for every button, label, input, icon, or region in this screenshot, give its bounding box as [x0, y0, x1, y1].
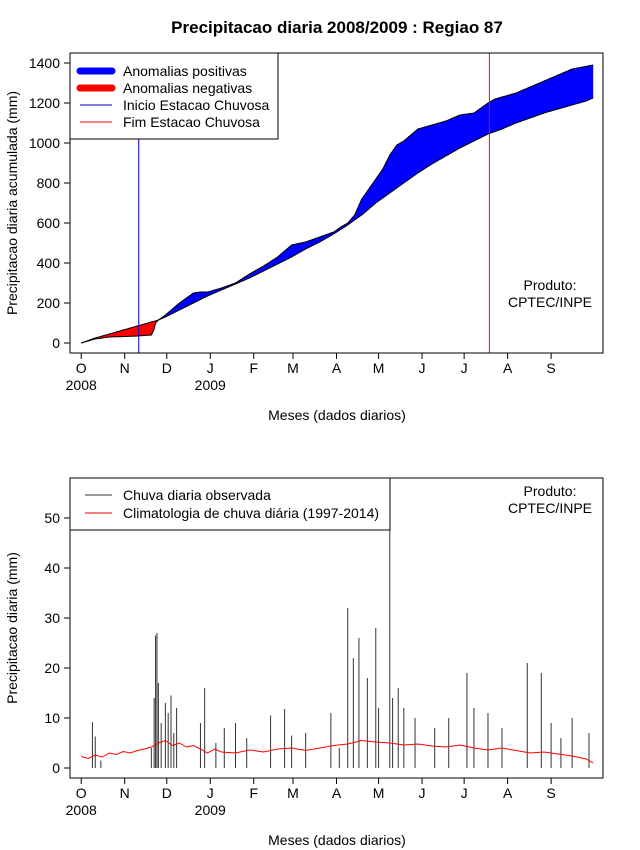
bot-xtick-label: J	[207, 785, 214, 801]
top-legend: Anomalias positivas Anomalias negativas …	[69, 52, 279, 140]
top-year-label: 2008	[66, 377, 97, 393]
top-ytick-label: 1200	[29, 95, 60, 111]
bot-ytick-label: 10	[44, 710, 60, 726]
top-product-line2: CPTEC/INPE	[508, 294, 592, 310]
legend-label-negative: Anomalias negativas	[123, 80, 252, 96]
climatology-cumulative-line	[81, 97, 594, 344]
bot-product-line1: Produto:	[524, 483, 577, 499]
bot-xtick-label: A	[503, 785, 513, 801]
top-year-label: 2009	[195, 377, 226, 393]
top-xtick-label: D	[162, 360, 172, 376]
top-ytick-label: 600	[37, 215, 61, 231]
bot-xtick-label: M	[373, 785, 385, 801]
top-xlabel: Meses (dados diarios)	[268, 407, 406, 423]
positive-anomaly-area	[158, 65, 594, 320]
top-xtick-label: F	[249, 360, 258, 376]
top-xtick-label: A	[332, 360, 342, 376]
climatology-daily-line	[81, 739, 594, 764]
top-ytick-label: 800	[37, 175, 61, 191]
top-xtick-label: M	[373, 360, 385, 376]
bot-xtick-label: N	[120, 785, 130, 801]
climatology-line	[81, 739, 594, 764]
bot-xtick-label: J	[461, 785, 468, 801]
bot-legend-box	[69, 477, 391, 531]
top-ylabel: Precipitacao diaria acumulada (mm)	[4, 91, 20, 315]
bot-legend: Chuva diaria observada Climatologia de c…	[69, 477, 391, 531]
legend-label-end: Fim Estacao Chuvosa	[123, 114, 260, 130]
top-xtick-label: S	[546, 360, 555, 376]
observed-cumulative-line	[81, 64, 594, 344]
top-ytick-label: 1400	[29, 55, 60, 71]
top-xtick-label: J	[419, 360, 426, 376]
top-axes: 0 200 400 600 800 1000 1200 1400 O N D J F M A M J J A S 200…	[29, 55, 556, 393]
top-product-line1: Produto:	[524, 277, 577, 293]
bot-ytick-label: 50	[44, 510, 60, 526]
daily-chart: 0 10 20 30 40 50 O N D J F M A M J J A S 2008 2009 Precipit…	[4, 477, 604, 848]
cumulative-chart: 0 200 400 600 800 1000 1200 1400 O N D J F M A M J J A S 200…	[4, 52, 604, 423]
top-ytick-label: 0	[52, 335, 60, 351]
top-xtick-label: J	[207, 360, 214, 376]
bot-xtick-label: S	[546, 785, 555, 801]
top-xtick-label: N	[120, 360, 130, 376]
top-ytick-label: 400	[37, 255, 61, 271]
top-ytick-label: 1000	[29, 135, 60, 151]
bot-axes: 0 10 20 30 40 50 O N D J F M A M J J A S 2008 2009	[44, 510, 555, 818]
bot-xtick-label: F	[249, 785, 258, 801]
top-ytick-label: 200	[37, 295, 61, 311]
bot-xtick-label: J	[419, 785, 426, 801]
top-xtick-label: O	[76, 360, 87, 376]
top-legend-box	[69, 52, 279, 140]
bot-xlabel: Meses (dados diarios)	[268, 832, 406, 848]
bot-xtick-label: D	[162, 785, 172, 801]
observed-bars	[91, 488, 590, 768]
bot-xtick-label: M	[287, 785, 299, 801]
legend-label-start: Inicio Estacao Chuvosa	[123, 97, 270, 113]
bot-ytick-label: 40	[44, 560, 60, 576]
bot-ytick-label: 30	[44, 610, 60, 626]
bot-year-label: 2009	[195, 802, 226, 818]
legend-label-observed: Chuva diaria observada	[123, 487, 271, 503]
top-xtick-label: A	[503, 360, 513, 376]
legend-label-climatology: Climatologia de chuva diária (1997-2014)	[123, 505, 379, 521]
bot-year-label: 2008	[66, 802, 97, 818]
bot-xtick-label: A	[332, 785, 342, 801]
bot-ytick-label: 0	[52, 760, 60, 776]
bot-ytick-label: 20	[44, 660, 60, 676]
legend-label-positive: Anomalias positivas	[123, 63, 247, 79]
top-xtick-label: J	[461, 360, 468, 376]
top-xtick-label: M	[287, 360, 299, 376]
bot-ylabel: Precipitacao diaria (mm)	[4, 552, 20, 704]
bot-xtick-label: O	[76, 785, 87, 801]
bot-product-line2: CPTEC/INPE	[508, 500, 592, 516]
chart-title: Precipitacao diaria 2008/2009 : Regiao 8…	[171, 18, 503, 37]
